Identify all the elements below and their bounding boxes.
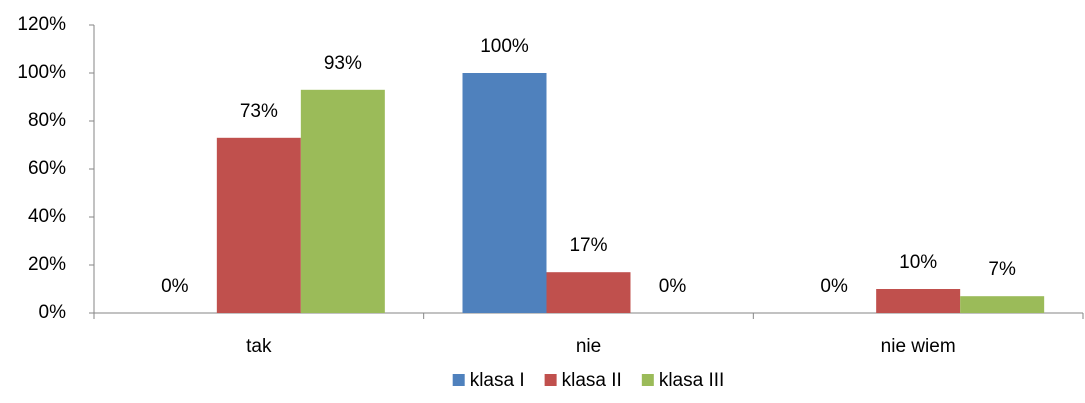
data-label: 0% (161, 276, 189, 297)
y-tick-label: 120% (17, 14, 66, 35)
legend-swatch (544, 374, 557, 386)
legend-label: klasa I (470, 370, 525, 391)
legend-swatch (641, 374, 654, 386)
bar (300, 89, 385, 313)
y-tick-label: 40% (28, 206, 66, 227)
data-label: 7% (988, 259, 1016, 280)
data-label: 0% (820, 276, 848, 297)
legend-label: klasa III (659, 370, 724, 391)
bar (960, 296, 1045, 313)
y-tick-label: 20% (28, 254, 66, 275)
x-tick-label: tak (246, 336, 272, 357)
x-tick-label: nie (576, 336, 601, 357)
x-tick-label: nie wiem (881, 336, 956, 357)
data-label: 10% (899, 252, 937, 273)
y-tick-label: 60% (28, 158, 66, 179)
data-label: 100% (480, 36, 529, 57)
data-label: 93% (324, 53, 362, 74)
bar (216, 137, 301, 313)
legend-swatch (452, 374, 465, 386)
data-label: 0% (659, 276, 687, 297)
bar (876, 289, 961, 313)
legend-label: klasa II (562, 370, 622, 391)
bar (462, 73, 547, 313)
data-label: 73% (240, 101, 278, 122)
data-label: 17% (569, 235, 607, 256)
y-tick-label: 80% (28, 110, 66, 131)
bar (546, 272, 631, 313)
y-tick-label: 0% (39, 302, 67, 323)
y-tick-label: 100% (17, 62, 66, 83)
